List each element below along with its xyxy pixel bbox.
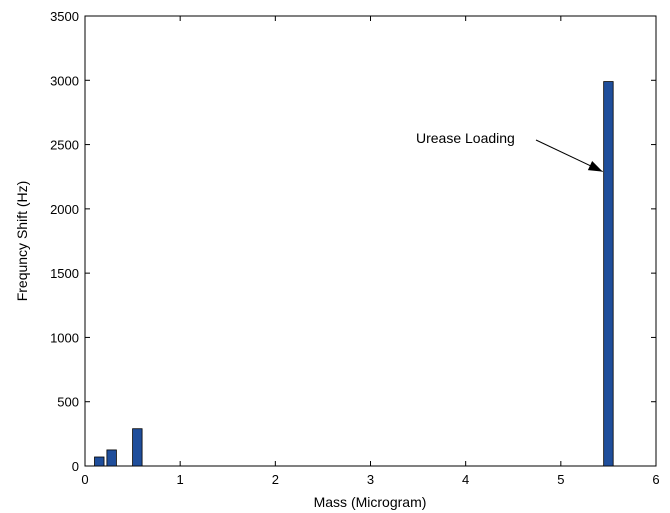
y-tick-label: 1000	[50, 330, 79, 345]
annotation-label: Urease Loading	[416, 130, 515, 146]
plot-area	[84, 15, 657, 467]
y-axis-title: Frequncy Shift (Hz)	[14, 181, 30, 302]
y-tick-label: 500	[57, 395, 79, 410]
y-tick-label: 3500	[50, 9, 79, 24]
bar	[106, 449, 117, 467]
bars	[94, 81, 614, 467]
x-axis-ticks: 0 1 2 3 4 5 6	[81, 16, 660, 487]
x-tick-label: 0	[81, 472, 88, 487]
bar	[132, 428, 143, 467]
y-tick-label: 2500	[50, 138, 79, 153]
annotation-arrowhead	[587, 161, 603, 172]
y-tick-label: 2000	[50, 202, 79, 217]
y-tick-label: 0	[72, 459, 79, 474]
x-tick-label: 2	[272, 472, 279, 487]
x-tick-label: 1	[177, 472, 184, 487]
x-tick-label: 4	[462, 472, 469, 487]
bar	[603, 81, 614, 467]
x-tick-label: 5	[557, 472, 564, 487]
x-axis-title: Mass (Microgram)	[314, 494, 427, 510]
x-tick-label: 6	[652, 472, 659, 487]
y-tick-label: 1500	[50, 266, 79, 281]
y-axis-ticks: 0 500 1000 1500 2000 2500 3000 3500	[50, 9, 656, 474]
y-tick-label: 3000	[50, 73, 79, 88]
bar	[94, 456, 105, 467]
x-tick-label: 3	[367, 472, 374, 487]
